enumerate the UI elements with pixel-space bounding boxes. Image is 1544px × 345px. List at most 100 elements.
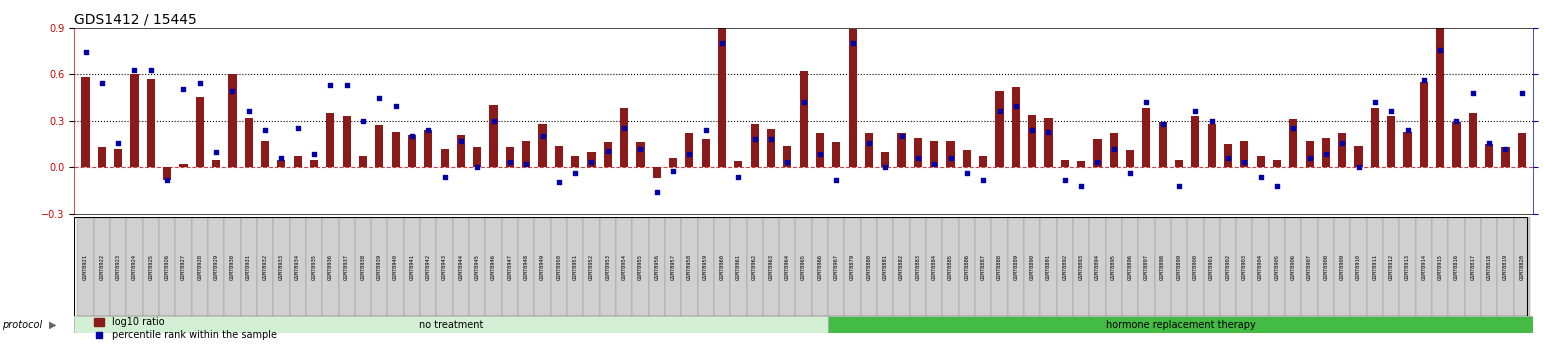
- Bar: [469, 217, 485, 316]
- Point: [661, 168, 686, 174]
- Bar: [212, 159, 221, 167]
- Point: [1150, 122, 1175, 127]
- Bar: [616, 217, 633, 316]
- Text: GSM78818: GSM78818: [1487, 254, 1492, 279]
- Bar: [877, 217, 894, 316]
- Bar: [653, 167, 661, 178]
- Point: [1411, 77, 1436, 82]
- Bar: [1339, 133, 1346, 167]
- Bar: [408, 135, 415, 167]
- Bar: [974, 217, 991, 316]
- Bar: [77, 217, 94, 316]
- Text: GSM78905: GSM78905: [1274, 254, 1280, 279]
- Bar: [179, 164, 187, 167]
- Bar: [191, 217, 208, 316]
- Point: [350, 118, 375, 124]
- Bar: [142, 217, 159, 316]
- Point: [824, 178, 849, 183]
- Text: GSM78934: GSM78934: [295, 254, 300, 279]
- Text: GSM78915: GSM78915: [1437, 254, 1442, 279]
- Point: [547, 179, 571, 185]
- Point: [1167, 183, 1192, 189]
- Text: GSM78904: GSM78904: [1258, 254, 1263, 279]
- Text: GSM78957: GSM78957: [670, 254, 676, 279]
- Bar: [293, 156, 301, 167]
- Bar: [278, 159, 286, 167]
- Point: [318, 82, 343, 88]
- Point: [1329, 140, 1354, 146]
- Bar: [942, 217, 959, 316]
- Bar: [929, 141, 939, 167]
- Text: GSM78941: GSM78941: [409, 254, 414, 279]
- Bar: [176, 217, 191, 316]
- Point: [628, 146, 653, 151]
- Text: GSM78901: GSM78901: [1209, 254, 1214, 279]
- Bar: [1289, 119, 1297, 167]
- Text: GSM78921: GSM78921: [83, 254, 88, 279]
- Text: GSM78912: GSM78912: [1388, 254, 1394, 279]
- Bar: [208, 217, 224, 316]
- Bar: [1317, 217, 1334, 316]
- Text: GSM78894: GSM78894: [1095, 254, 1099, 279]
- Point: [465, 165, 489, 170]
- Point: [840, 40, 865, 45]
- Point: [1362, 99, 1387, 105]
- Bar: [828, 316, 1533, 333]
- Bar: [959, 217, 974, 316]
- Point: [1282, 126, 1306, 131]
- Point: [1101, 146, 1126, 151]
- Bar: [783, 146, 792, 167]
- Point: [872, 165, 897, 170]
- Bar: [425, 130, 432, 167]
- Text: GSM78959: GSM78959: [703, 254, 709, 279]
- Bar: [1028, 115, 1036, 167]
- Text: GSM78943: GSM78943: [442, 254, 448, 279]
- Bar: [1354, 146, 1363, 167]
- Bar: [1008, 217, 1024, 316]
- Bar: [1498, 217, 1513, 316]
- Bar: [1257, 156, 1265, 167]
- Text: GSM78937: GSM78937: [344, 254, 349, 279]
- Bar: [1138, 217, 1155, 316]
- Point: [1200, 118, 1224, 124]
- Bar: [1024, 217, 1041, 316]
- Point: [90, 81, 114, 86]
- Bar: [1056, 217, 1073, 316]
- Bar: [323, 217, 338, 316]
- Point: [107, 140, 131, 146]
- Bar: [1485, 144, 1493, 167]
- Bar: [110, 217, 127, 316]
- Point: [743, 137, 767, 142]
- Point: [415, 127, 440, 133]
- Bar: [584, 217, 599, 316]
- Point: [269, 155, 293, 161]
- Bar: [1175, 159, 1183, 167]
- Bar: [1269, 217, 1285, 316]
- Text: GSM78953: GSM78953: [605, 254, 610, 279]
- Point: [564, 170, 588, 176]
- Point: [171, 86, 196, 92]
- Text: GSM78964: GSM78964: [784, 254, 791, 279]
- Text: GSM78944: GSM78944: [459, 254, 463, 279]
- Bar: [97, 147, 107, 167]
- Bar: [865, 133, 872, 167]
- Text: GSM78963: GSM78963: [769, 254, 774, 279]
- Bar: [1224, 144, 1232, 167]
- Bar: [1220, 217, 1237, 316]
- Bar: [621, 108, 628, 167]
- Bar: [1468, 113, 1478, 167]
- Bar: [763, 217, 780, 316]
- Bar: [164, 167, 171, 180]
- Bar: [849, 29, 857, 167]
- Point: [122, 68, 147, 73]
- Bar: [1416, 217, 1431, 316]
- Bar: [567, 217, 584, 316]
- Text: GSM78893: GSM78893: [1079, 254, 1084, 279]
- Text: GSM78966: GSM78966: [817, 254, 823, 279]
- Bar: [669, 158, 678, 167]
- Text: GSM78880: GSM78880: [866, 254, 871, 279]
- Bar: [1110, 133, 1118, 167]
- Text: GSM78961: GSM78961: [736, 254, 741, 279]
- Text: GSM78954: GSM78954: [622, 254, 627, 279]
- Point: [1183, 109, 1207, 114]
